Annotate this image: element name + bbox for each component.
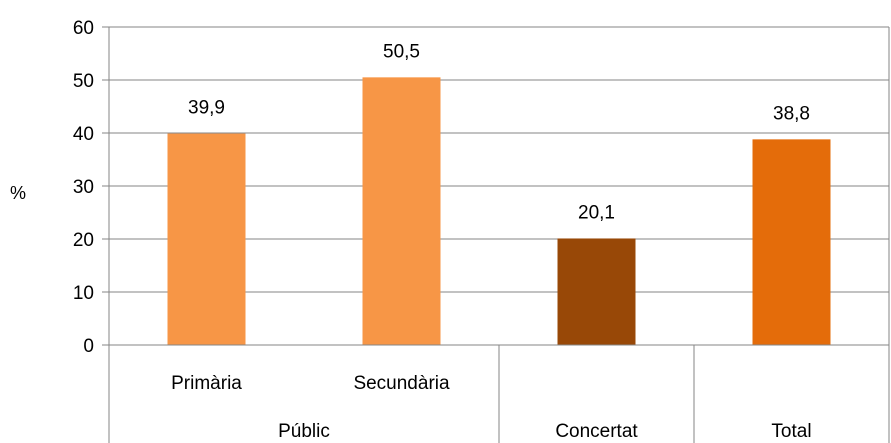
x-group-label: Concertat <box>555 421 638 442</box>
x-tick-label: Secundària <box>353 373 450 394</box>
y-tick-label: 20 <box>73 230 94 251</box>
data-label: 20,1 <box>578 202 615 223</box>
axes <box>102 26 890 443</box>
data-label: 38,8 <box>773 103 810 124</box>
y-tick-label: 0 <box>83 336 94 357</box>
x-group-label: Total <box>771 421 811 442</box>
y-tick-label: 60 <box>73 18 94 39</box>
labels: 0 10 20 30 40 50 60 39,9 Primària 50,5 Secundària 2… <box>73 18 812 442</box>
y-tick-label: 50 <box>73 71 94 92</box>
y-tick-label: 10 <box>73 283 94 304</box>
data-label: 50,5 <box>383 41 420 62</box>
y-axis-label: % <box>10 183 26 203</box>
y-tick-label: 30 <box>73 177 94 198</box>
y-tick-label: 40 <box>73 124 94 145</box>
bar <box>167 133 246 345</box>
data-label: 39,9 <box>188 98 225 119</box>
bar <box>557 238 636 345</box>
bars <box>167 77 831 345</box>
x-tick-label: Primària <box>171 373 242 394</box>
bar <box>752 139 831 345</box>
bar <box>362 77 441 345</box>
x-group-label: Públic <box>278 421 330 442</box>
